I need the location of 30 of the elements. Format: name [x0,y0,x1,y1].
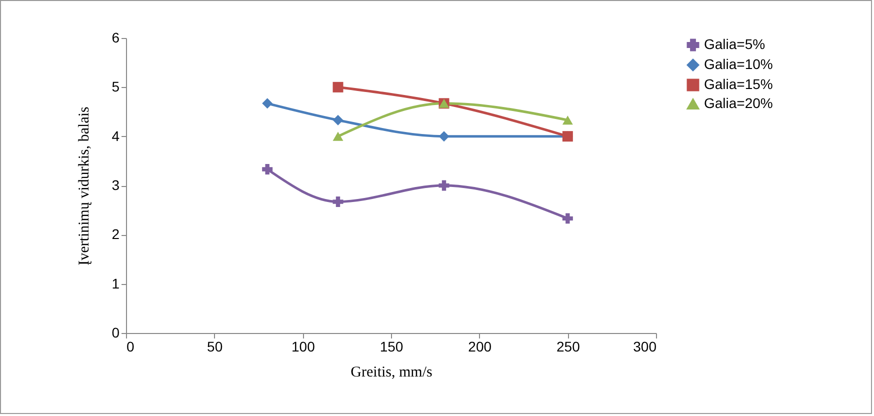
y-axis-title: Įvertinimų vidurkis, balais [76,106,93,266]
y-tick-label: 4 [112,128,120,144]
x-tick-label: 50 [207,338,223,354]
x-tick-label: 200 [468,338,492,354]
y-tick-label: 1 [112,275,120,292]
y-tick-label: 2 [112,226,120,242]
y-tick-label: 5 [112,78,120,95]
legend-label: Galia=15% [704,76,773,92]
point [332,114,344,126]
x-tick-label: 150 [380,338,404,354]
y-tick-label: 0 [112,324,120,340]
point [332,132,344,141]
legend-label: Galia=10% [704,56,773,72]
x-tick-label: 250 [556,338,580,354]
x-tick-label: 100 [291,338,316,354]
x-axis-title: Greitis, mm/s [350,364,432,380]
y-tick-label: 3 [112,177,120,193]
point [562,213,573,224]
legend-label: Galia=5% [704,36,766,52]
y-tick-label: 6 [112,30,120,46]
point [438,131,450,142]
x-tick-label: 300 [633,338,657,354]
x-tick-label: 0 [126,338,134,354]
point [262,98,273,109]
point [332,196,344,207]
point [262,164,273,175]
point [332,82,344,92]
point [562,116,573,125]
legend-label: Galia=20% [704,95,773,111]
point [438,180,450,191]
